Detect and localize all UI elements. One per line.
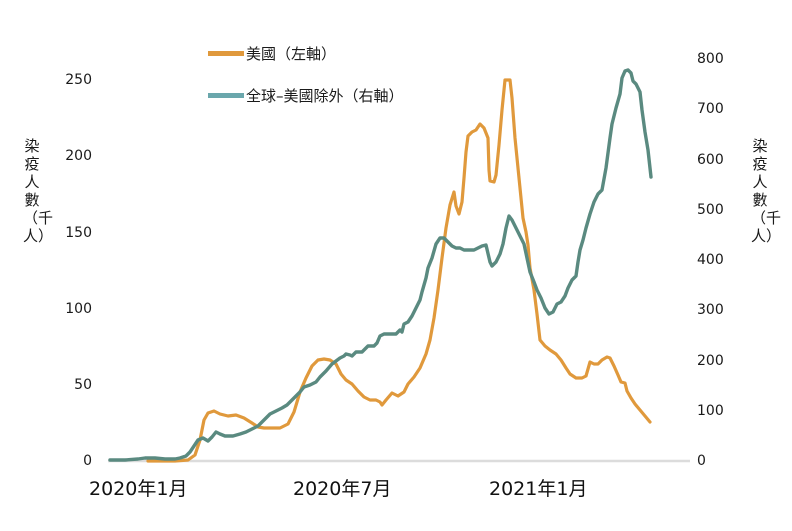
right-tick: 300 xyxy=(697,302,724,318)
left-tick: 50 xyxy=(74,377,92,393)
right-tick: 500 xyxy=(697,202,724,218)
left-tick: 200 xyxy=(65,148,92,164)
legend-swatch-us xyxy=(208,51,244,56)
legend-label-global: 全球–美國除外（右軸） xyxy=(246,87,404,105)
right-tick: 200 xyxy=(697,353,724,369)
legend-item-us: 美國（左軸） xyxy=(208,43,336,64)
legend-item-global: 全球–美國除外（右軸） xyxy=(208,85,404,106)
x-tick: 2020年7月 xyxy=(293,478,392,500)
legend-swatch-global xyxy=(208,93,244,98)
right-tick: 600 xyxy=(697,152,724,168)
right-tick: 400 xyxy=(697,252,724,268)
right-tick: 700 xyxy=(697,101,724,117)
left-tick: 100 xyxy=(65,301,92,317)
left-tick: 250 xyxy=(65,72,92,88)
right-tick: 0 xyxy=(697,453,706,469)
series-global-line xyxy=(108,68,653,462)
left-tick: 0 xyxy=(83,453,92,469)
x-tick: 2020年1月 xyxy=(89,478,188,500)
left-tick: 150 xyxy=(65,225,92,241)
legend-label-us: 美國（左軸） xyxy=(246,45,337,63)
right-tick: 100 xyxy=(697,403,724,419)
series-us-line xyxy=(146,78,652,463)
x-tick: 2021年1月 xyxy=(489,478,588,500)
right-tick: 800 xyxy=(697,51,724,67)
